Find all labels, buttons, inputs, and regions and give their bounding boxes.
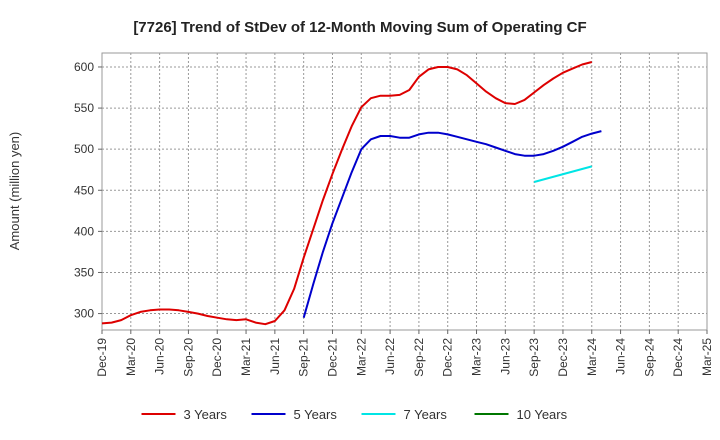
series-line-7-years <box>533 165 593 183</box>
legend-label-7-years: 7 Years <box>404 407 448 422</box>
legend-label-3-years: 3 Years <box>184 407 228 422</box>
legend: 3 Years 5 Years 7 Years 10 Years <box>141 407 568 422</box>
x-tick-label: Sep-21 <box>297 338 311 377</box>
series-line-5-years <box>302 130 602 318</box>
x-axis: Dec-19 Mar-20 Jun-20 Sep-20 Dec-20 Mar-21 Jun-… <box>95 330 714 377</box>
x-tick-label: Jun-24 <box>614 338 628 375</box>
x-tick-label: Mar-24 <box>585 338 599 376</box>
x-tick-label: Dec-20 <box>210 338 224 377</box>
grid <box>101 53 708 330</box>
x-tick-label: Mar-20 <box>124 338 138 376</box>
plot-frame <box>101 52 708 331</box>
x-tick-label: Mar-25 <box>700 338 714 376</box>
x-tick-label: Jun-20 <box>153 338 167 375</box>
y-tick-label: 600 <box>74 60 94 74</box>
x-tick-label: Sep-23 <box>527 338 541 377</box>
x-tick-label: Mar-22 <box>354 338 368 376</box>
x-tick-label: Sep-24 <box>642 338 656 377</box>
x-tick-label: Sep-22 <box>412 338 426 377</box>
y-tick-label: 550 <box>74 101 94 115</box>
legend-label-10-years: 10 Years <box>517 407 568 422</box>
legend-label-5-years: 5 Years <box>294 407 338 422</box>
x-tick-label: Dec-22 <box>441 338 455 377</box>
x-tick-label: Mar-21 <box>239 338 253 376</box>
series-line-3-years <box>101 61 593 326</box>
x-tick-label: Dec-24 <box>671 338 685 377</box>
x-tick-label: Sep-20 <box>181 338 195 377</box>
y-tick-label: 300 <box>74 307 94 321</box>
x-tick-label: Jun-23 <box>498 338 512 375</box>
y-tick-label: 400 <box>74 224 94 238</box>
y-tick-label: 500 <box>74 142 94 156</box>
y-tick-label: 450 <box>74 183 94 197</box>
y-axis: 300 350 400 450 500 550 600 <box>74 60 102 321</box>
x-tick-label: Dec-21 <box>325 338 339 377</box>
y-tick-label: 350 <box>74 265 94 279</box>
x-tick-label: Dec-19 <box>95 338 109 377</box>
series-lines <box>101 61 602 326</box>
x-tick-label: Jun-21 <box>268 338 282 375</box>
y-axis-title: Amount (million yen) <box>7 132 22 251</box>
chart-title: [7726] Trend of StDev of 12-Month Moving… <box>133 19 586 36</box>
x-tick-label: Dec-23 <box>556 338 570 377</box>
x-tick-label: Mar-23 <box>470 338 484 376</box>
x-tick-label: Jun-22 <box>383 338 397 375</box>
